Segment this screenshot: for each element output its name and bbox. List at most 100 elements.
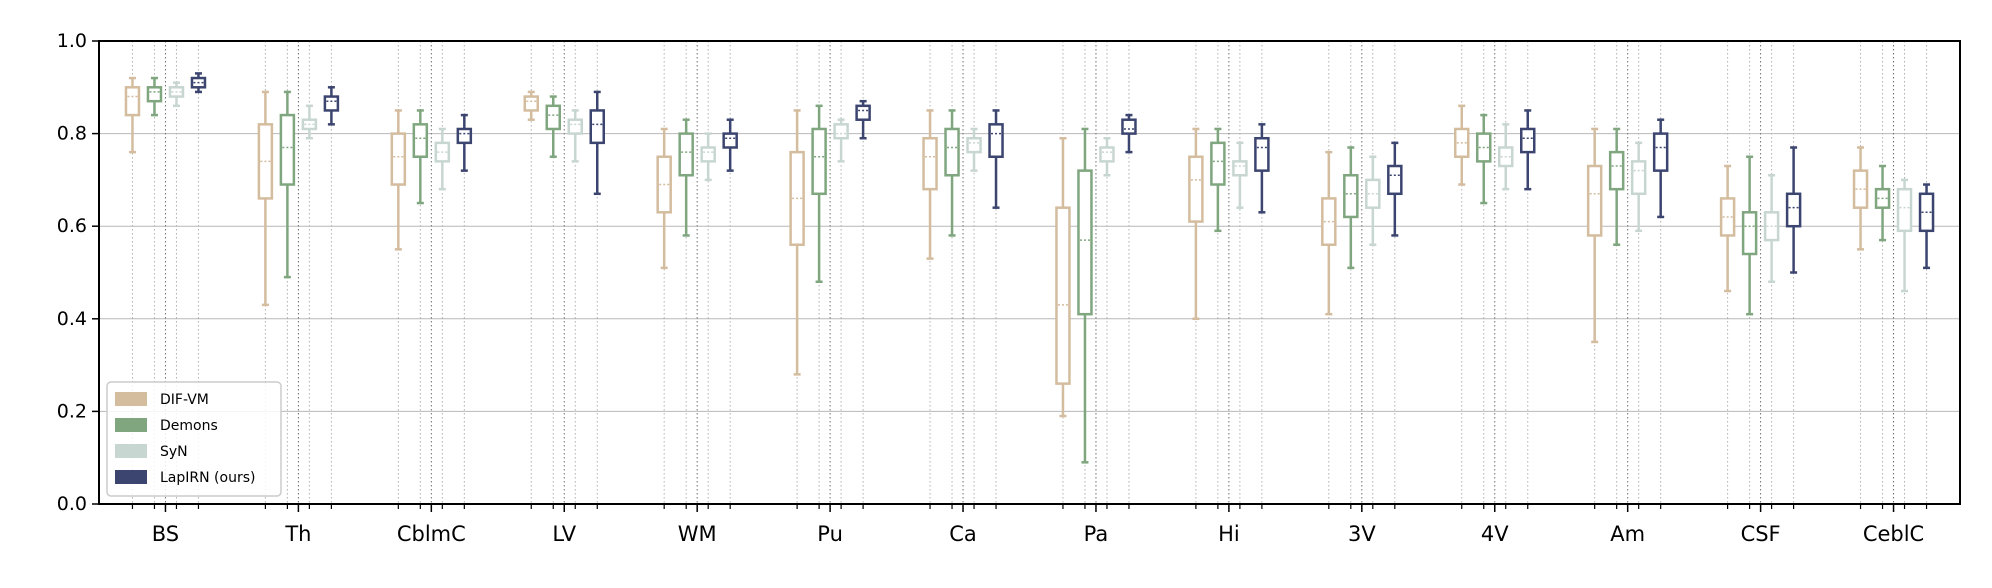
box: [124, 86, 141, 117]
box: [1741, 211, 1758, 256]
box: [700, 146, 716, 163]
box: [1586, 164, 1603, 237]
legend-swatch: [115, 392, 147, 406]
x-tick-label: Hi: [1218, 522, 1240, 546]
box-plot: [1454, 104, 1470, 186]
box-plot: [1763, 174, 1780, 284]
box-plot: [700, 132, 716, 182]
box: [1099, 146, 1115, 163]
box-plot: [1785, 146, 1802, 274]
box-plot: [523, 90, 539, 121]
series-lapirn-ours: [190, 72, 1935, 274]
x-tick-label: BS: [152, 522, 179, 546]
box-plot: [944, 109, 960, 237]
x-tick-label: Pa: [1084, 522, 1109, 546]
box-plot: [567, 109, 583, 163]
legend-label: LapIRN (ours): [160, 470, 255, 486]
box: [1520, 127, 1536, 154]
box-plot: [1099, 136, 1115, 177]
box-plot: [811, 104, 827, 284]
box-plot: [1498, 123, 1514, 191]
box-plot: [1343, 146, 1359, 270]
box: [589, 109, 605, 145]
box-plot: [1918, 183, 1935, 270]
box-plot: [168, 81, 185, 108]
box: [722, 132, 738, 149]
box-plot: [1896, 178, 1913, 293]
box: [1652, 132, 1669, 172]
box-plot: [988, 109, 1004, 209]
legend-swatch: [115, 470, 147, 484]
x-axis: BS Th CblmC LV WM Pu Ca Pa Hi 3V 4V Am CSF CeblC: [131, 504, 1928, 546]
legend-swatch: [115, 418, 147, 432]
box-plot: [1586, 127, 1603, 344]
box: [1210, 141, 1226, 186]
box: [146, 86, 163, 103]
box-plot: [1321, 150, 1337, 316]
y-tick-label: 0.6: [57, 215, 87, 237]
box: [922, 136, 938, 191]
box-plot: [656, 127, 672, 270]
box-plot: [789, 109, 805, 376]
x-tick-label: LV: [552, 522, 576, 546]
y-tick-label: 0.8: [57, 123, 87, 145]
box: [1188, 155, 1204, 223]
box-plot: [1630, 141, 1647, 233]
box-plot: [1476, 113, 1492, 205]
box-plot: [833, 118, 849, 163]
box-plot: [1719, 164, 1736, 293]
box-plot: [966, 127, 982, 172]
series-syn: [168, 81, 1913, 293]
box-plot: [323, 86, 340, 126]
box-plot: [1254, 123, 1270, 214]
box-plot: [456, 113, 473, 172]
box-plot: [279, 90, 296, 279]
box: [1785, 192, 1802, 228]
box: [1055, 206, 1071, 385]
box-plot: [722, 118, 738, 172]
box: [567, 118, 583, 135]
box: [1254, 136, 1270, 172]
legend-label: SyN: [160, 444, 188, 460]
box: [545, 104, 561, 131]
box: [944, 127, 960, 177]
box-plot: [922, 109, 938, 260]
box-plot: [1874, 164, 1891, 242]
box: [833, 123, 849, 140]
series-demons: [146, 76, 1891, 464]
box: [988, 123, 1004, 158]
y-tick-label: 0.0: [57, 493, 87, 515]
x-tick-label: CeblC: [1863, 522, 1924, 546]
box: [279, 113, 296, 186]
box-plot: [1365, 155, 1381, 246]
x-tick-label: CblmC: [397, 522, 466, 546]
box-plot: [190, 72, 207, 94]
box-plot: [1210, 127, 1226, 233]
box-plot: [855, 99, 871, 140]
legend-swatch: [115, 444, 147, 458]
box-plot: [545, 95, 561, 158]
box-plot: [124, 76, 141, 154]
box-plot: [1055, 136, 1071, 418]
x-tick-label: Am: [1610, 522, 1645, 546]
y-axis: 0.0 0.2 0.4 0.6 0.8 1.0: [57, 30, 99, 515]
box-plot: [412, 109, 429, 205]
box: [456, 127, 473, 145]
plot-frame: [98, 40, 1961, 505]
box: [1232, 160, 1248, 177]
box: [1343, 174, 1359, 219]
legend-label: Demons: [160, 418, 218, 434]
box: [1608, 150, 1625, 191]
box-series: [124, 72, 1935, 464]
box-plot: [1232, 141, 1248, 209]
box: [1387, 164, 1403, 196]
legend-label: DIF-VM: [160, 392, 209, 408]
box-plot: [1852, 146, 1869, 251]
box-plot: [434, 127, 451, 191]
gridlines: [99, 40, 1960, 505]
x-tick-label: Th: [284, 522, 311, 546]
x-tick-label: CSF: [1741, 522, 1781, 546]
box-plot: [257, 90, 274, 307]
